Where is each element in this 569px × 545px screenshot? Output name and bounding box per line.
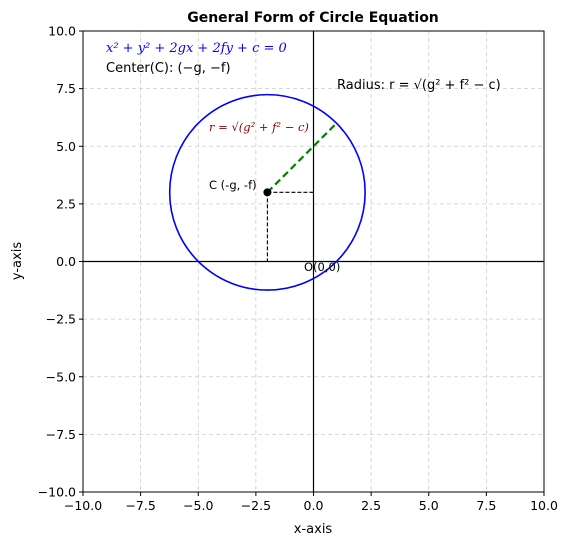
center-point-label: C (-g, -f) bbox=[209, 178, 257, 192]
x-tick-label: −7.5 bbox=[125, 498, 155, 513]
y-tick-label: −10.0 bbox=[38, 485, 76, 500]
x-tick-label: −5.0 bbox=[183, 498, 213, 513]
radius-annotation: Radius: r = √(g² + f² − c) bbox=[337, 78, 501, 93]
x-tick-label: 5.0 bbox=[419, 498, 439, 513]
y-tick-label: 10.0 bbox=[48, 24, 76, 39]
y-tick-label: −7.5 bbox=[46, 427, 76, 442]
chart-marks bbox=[168, 93, 366, 291]
center-point bbox=[263, 188, 272, 197]
origin-label: O(0,0) bbox=[304, 260, 340, 274]
x-tick-label: −10.0 bbox=[64, 498, 102, 513]
axis-ticks: −10.0 −7.5 −5.0 −2.5 0.0 2.5 5.0 7.5 10.0 −10.0 −7… bbox=[38, 24, 558, 514]
circle-curve bbox=[168, 93, 366, 291]
radius-line bbox=[266, 122, 338, 194]
x-axis-label: x-axis bbox=[294, 522, 333, 537]
equation-annotation: x² + y² + 2gx + 2fy + c = 0 bbox=[106, 41, 287, 56]
y-tick-label: 2.5 bbox=[56, 196, 76, 211]
x-tick-label: 0.0 bbox=[304, 498, 324, 513]
x-tick-label: 2.5 bbox=[361, 498, 381, 513]
y-tick-label: 7.5 bbox=[56, 81, 76, 96]
x-tick-label: 7.5 bbox=[476, 498, 496, 513]
chart-title: General Form of Circle Equation bbox=[187, 10, 439, 26]
center-annotation: Center(C): (−g, −f) bbox=[106, 61, 231, 76]
y-tick-label: 0.0 bbox=[56, 254, 76, 269]
radius-line-label: r = √(g² + f² − c) bbox=[209, 120, 309, 134]
zero-axes bbox=[83, 31, 544, 492]
y-axis-label: y-axis bbox=[10, 242, 25, 280]
y-tick-label: 5.0 bbox=[56, 139, 76, 154]
x-tick-label: −2.5 bbox=[241, 498, 271, 513]
x-tick-label: 10.0 bbox=[530, 498, 558, 513]
y-tick-label: −5.0 bbox=[46, 369, 76, 384]
y-tick-label: −2.5 bbox=[46, 312, 76, 327]
